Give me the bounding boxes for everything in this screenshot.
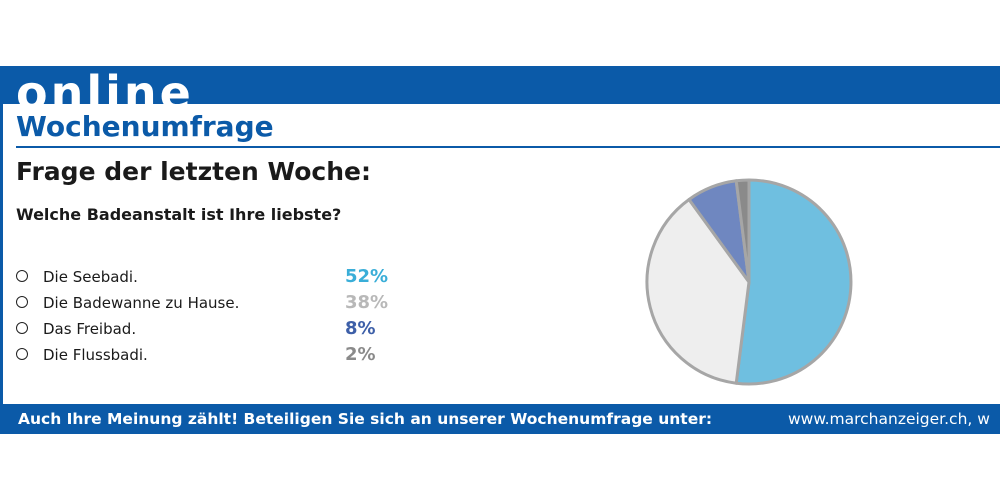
pie-slice-1 [734, 178, 853, 386]
poll-question: Welche Badeanstalt ist Ihre liebste? [16, 205, 342, 224]
pie-chart [645, 178, 853, 386]
answer-percent: 38% [345, 292, 389, 313]
poll-panel: online Wochenumfrage Frage der letzten W… [0, 66, 1000, 434]
answer-item[interactable]: Die Seebadi. 52% [16, 266, 416, 290]
header-band: online [0, 66, 1000, 104]
pie-slice-4 [734, 178, 751, 284]
answer-percent: 8% [345, 318, 376, 339]
answer-item[interactable]: Die Flussbadi. 2% [16, 344, 416, 368]
title-divider [16, 146, 1000, 148]
answer-item[interactable]: Die Badewanne zu Hause. 38% [16, 292, 416, 316]
brand-wordmark: online [16, 66, 194, 104]
answer-item[interactable]: Das Freibad. 8% [16, 318, 416, 342]
radio-icon[interactable] [16, 322, 28, 334]
radio-icon[interactable] [16, 270, 28, 282]
answer-label: Die Flussbadi. [43, 346, 148, 364]
poll-heading: Frage der letzten Woche: [16, 157, 371, 186]
answer-percent: 52% [345, 266, 389, 287]
left-border [0, 104, 3, 404]
pie-slice-2 [645, 197, 751, 385]
call-to-action: Auch Ihre Meinung zählt! Beteiligen Sie … [18, 410, 713, 428]
page-title: Wochenumfrage [16, 110, 274, 143]
answer-label: Die Seebadi. [43, 268, 138, 286]
radio-icon[interactable] [16, 296, 28, 308]
website-link[interactable]: www.marchanzeiger.ch, w [788, 410, 990, 428]
footer-band: Auch Ihre Meinung zählt! Beteiligen Sie … [0, 404, 1000, 434]
answer-percent: 2% [345, 344, 376, 365]
answer-label: Die Badewanne zu Hause. [43, 294, 240, 312]
answer-label: Das Freibad. [43, 320, 137, 338]
radio-icon[interactable] [16, 348, 28, 360]
